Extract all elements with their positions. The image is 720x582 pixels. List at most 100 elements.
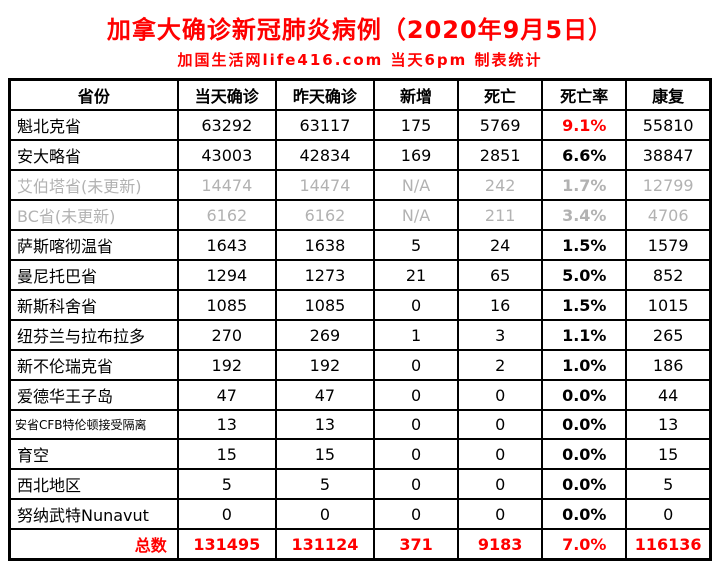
value-cell: 1643: [176, 229, 277, 261]
column-header-6: 康复: [625, 78, 712, 111]
value-cell: 1085: [176, 289, 277, 321]
province-cell: 艾伯塔省(未更新): [8, 169, 179, 201]
value-cell: 9.1%: [541, 109, 628, 141]
value-cell: N/A: [372, 169, 460, 201]
value-cell: 0: [457, 498, 544, 530]
value-cell: 15: [625, 438, 712, 470]
value-cell: 0: [176, 498, 277, 530]
value-cell: 5: [625, 468, 712, 500]
value-cell: 38847: [625, 139, 712, 171]
value-cell: 5: [176, 468, 277, 500]
value-cell: 116136: [625, 528, 712, 561]
value-cell: 13: [625, 409, 712, 440]
value-cell: 4706: [625, 199, 712, 231]
province-cell: 萨斯喀彻温省: [8, 229, 179, 261]
covid-stats-table: 省份 当天确诊 昨天确诊 新增 死亡 死亡率 康复 魁北克省 63292 63117 175 576…: [8, 78, 712, 561]
value-cell: 3: [457, 319, 544, 351]
value-cell: 1.5%: [541, 229, 628, 261]
value-cell: 1: [372, 319, 460, 351]
value-cell: 43003: [176, 139, 277, 171]
table-body: 魁北克省 63292 63117 175 5769 9.1% 55810 安大略省 43003 4…: [8, 109, 712, 561]
table-row: 新不伦瑞克省 192 192 0 2 1.0% 186: [8, 349, 712, 381]
value-cell: 5: [372, 229, 460, 261]
value-cell: 44: [625, 379, 712, 411]
value-cell: 5: [274, 468, 376, 500]
value-cell: 55810: [625, 109, 712, 141]
value-cell: 186: [625, 349, 712, 381]
value-cell: 12799: [625, 169, 712, 201]
column-header-0: 省份: [8, 78, 179, 111]
value-cell: 0: [372, 409, 460, 440]
value-cell: 63292: [176, 109, 277, 141]
value-cell: 242: [457, 169, 544, 201]
province-cell: 魁北克省: [8, 109, 179, 141]
value-cell: 1085: [274, 289, 376, 321]
value-cell: 852: [625, 259, 712, 291]
province-cell: 爱德华王子岛: [8, 379, 179, 411]
value-cell: 21: [372, 259, 460, 291]
province-cell: 育空: [8, 438, 179, 470]
value-cell: 211: [457, 199, 544, 231]
value-cell: 5.0%: [541, 259, 628, 291]
value-cell: 1294: [176, 259, 277, 291]
page-subtitle: 加国生活网life416.com 当天6pm 制表统计: [177, 51, 543, 69]
value-cell: 6162: [176, 199, 277, 231]
value-cell: 270: [176, 319, 277, 351]
value-cell: 15: [274, 438, 376, 470]
province-cell: 总数: [8, 528, 179, 561]
value-cell: 7.0%: [541, 528, 628, 561]
province-cell: 曼尼托巴省: [8, 259, 179, 291]
value-cell: 0: [625, 498, 712, 530]
value-cell: 1638: [274, 229, 376, 261]
table-row: 安省CFB特伦顿接受隔离 13 13 0 0 0.0% 13: [8, 409, 712, 440]
value-cell: 24: [457, 229, 544, 261]
value-cell: 0: [372, 468, 460, 500]
value-cell: 1579: [625, 229, 712, 261]
table-row: 爱德华王子岛 47 47 0 0 0.0% 44: [8, 379, 712, 411]
value-cell: 15: [176, 438, 277, 470]
value-cell: 269: [274, 319, 376, 351]
province-cell: 努纳武特Nunavut: [8, 498, 179, 530]
table-row: 育空 15 15 0 0 0.0% 15: [8, 438, 712, 470]
value-cell: 1.1%: [541, 319, 628, 351]
table-row: 新斯科舍省 1085 1085 0 16 1.5% 1015: [8, 289, 712, 321]
value-cell: 265: [625, 319, 712, 351]
province-cell: 纽芬兰与拉布拉多: [8, 319, 179, 351]
value-cell: 131495: [176, 528, 277, 561]
province-cell: 新不伦瑞克省: [8, 349, 179, 381]
value-cell: 0: [457, 409, 544, 440]
value-cell: 65: [457, 259, 544, 291]
table-row: 艾伯塔省(未更新) 14474 14474 N/A 242 1.7% 12799: [8, 169, 712, 201]
province-cell: 新斯科舍省: [8, 289, 179, 321]
value-cell: 1015: [625, 289, 712, 321]
table-row: 安大略省 43003 42834 169 2851 6.6% 38847: [8, 139, 712, 171]
value-cell: 42834: [274, 139, 376, 171]
value-cell: 0.0%: [541, 468, 628, 500]
value-cell: 47: [176, 379, 277, 411]
value-cell: 0.0%: [541, 498, 628, 530]
value-cell: 9183: [457, 528, 544, 561]
value-cell: 131124: [274, 528, 376, 561]
table-row: 纽芬兰与拉布拉多 270 269 1 3 1.1% 265: [8, 319, 712, 351]
table-row: 努纳武特Nunavut 0 0 0 0 0.0% 0: [8, 498, 712, 530]
value-cell: 2851: [457, 139, 544, 171]
value-cell: 1.5%: [541, 289, 628, 321]
column-header-1: 当天确诊: [176, 78, 277, 111]
value-cell: 192: [274, 349, 376, 381]
table-row: 曼尼托巴省 1294 1273 21 65 5.0% 852: [8, 259, 712, 291]
value-cell: 192: [176, 349, 277, 381]
value-cell: 169: [372, 139, 460, 171]
value-cell: 0.0%: [541, 438, 628, 470]
column-header-3: 新增: [372, 78, 460, 111]
column-header-5: 死亡率: [541, 78, 628, 111]
value-cell: 0: [372, 289, 460, 321]
value-cell: 13: [274, 409, 376, 440]
column-header-4: 死亡: [457, 78, 544, 111]
table-header-row: 省份 当天确诊 昨天确诊 新增 死亡 死亡率 康复: [8, 78, 712, 111]
value-cell: 0: [372, 349, 460, 381]
column-header-2: 昨天确诊: [274, 78, 376, 111]
value-cell: 2: [457, 349, 544, 381]
value-cell: 0: [457, 468, 544, 500]
table-row: 萨斯喀彻温省 1643 1638 5 24 1.5% 1579: [8, 229, 712, 261]
value-cell: 5769: [457, 109, 544, 141]
